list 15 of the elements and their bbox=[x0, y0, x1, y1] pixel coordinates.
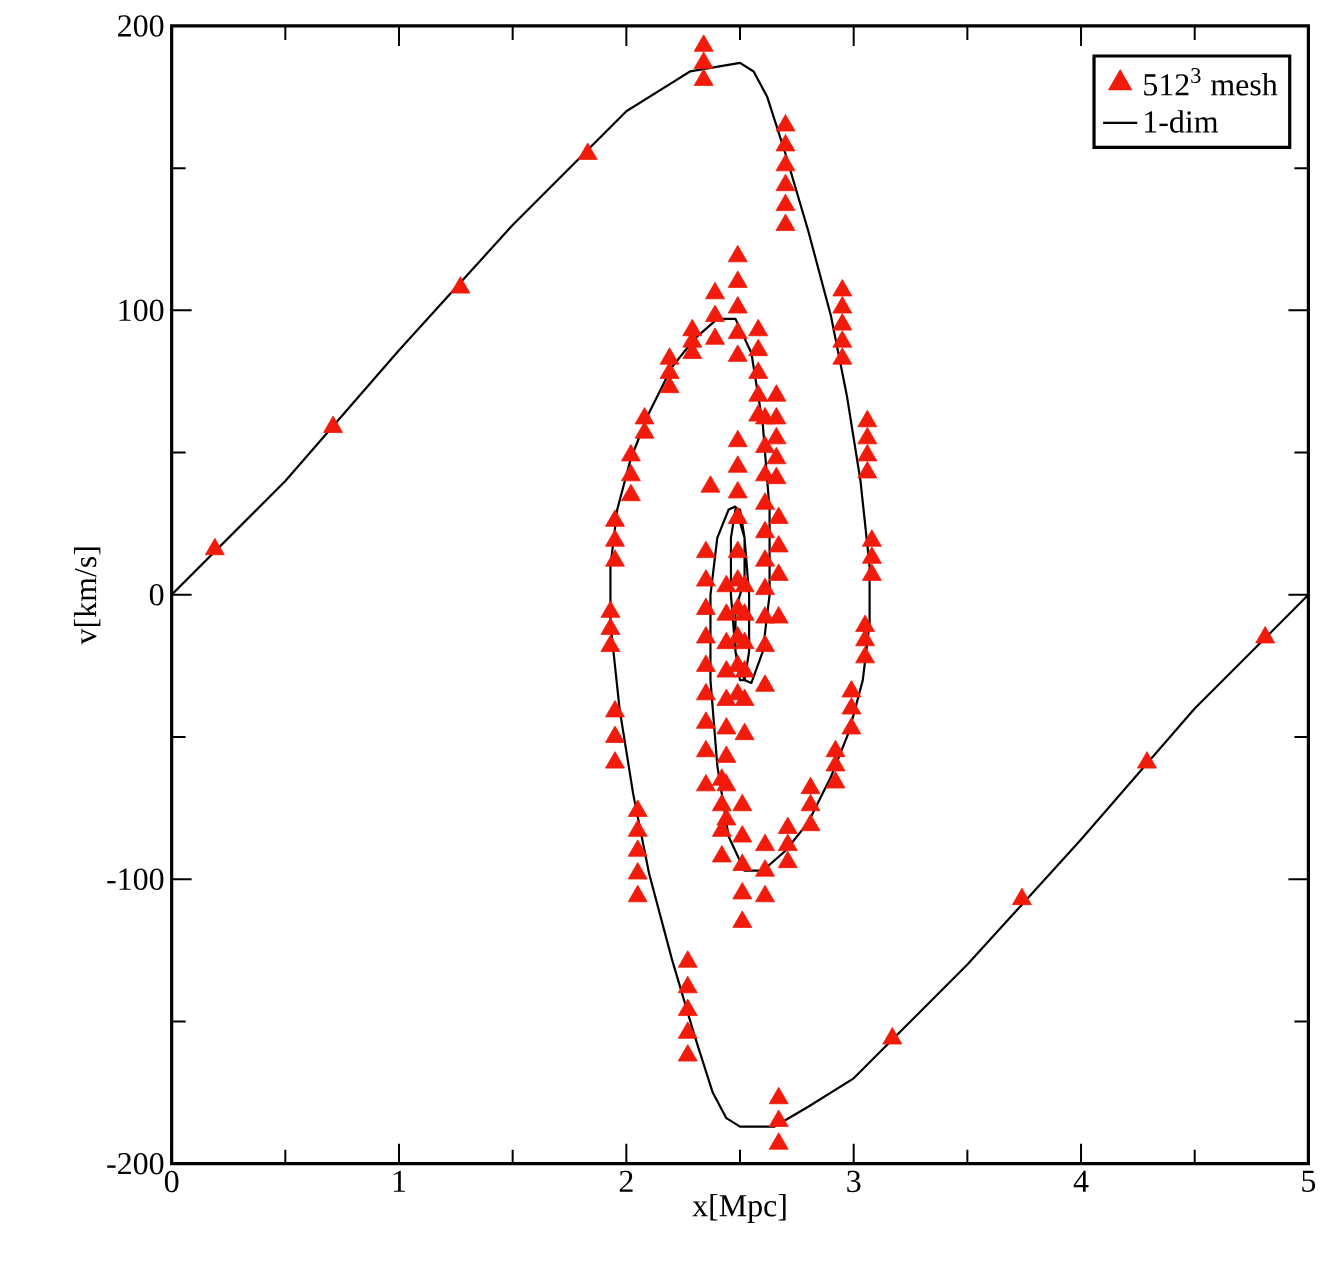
y-tick-label: 0 bbox=[149, 583, 164, 606]
x-tick-label: 2 bbox=[619, 1170, 633, 1192]
x-tick-label: 0 bbox=[164, 1170, 179, 1193]
x-tick-label: 1 bbox=[393, 1170, 406, 1192]
x-tick-label: 4 bbox=[1073, 1170, 1089, 1192]
y-tick-label: 100 bbox=[119, 299, 164, 321]
y-tick-label: 200 bbox=[118, 14, 164, 37]
y-tick-label: -100 bbox=[107, 868, 164, 890]
x-tick-label: 3 bbox=[847, 1170, 861, 1192]
y-tick-label: -200 bbox=[107, 1152, 164, 1175]
legend-label: 1-dim bbox=[1145, 110, 1219, 133]
y-axis-title: v[km/s] bbox=[73, 547, 101, 645]
x-tick-label: 5 bbox=[1302, 1170, 1316, 1192]
legend-label: 512$^{3}$ mesh bbox=[1144, 67, 1278, 96]
x-axis-title: x[Mpc] bbox=[692, 1193, 786, 1223]
